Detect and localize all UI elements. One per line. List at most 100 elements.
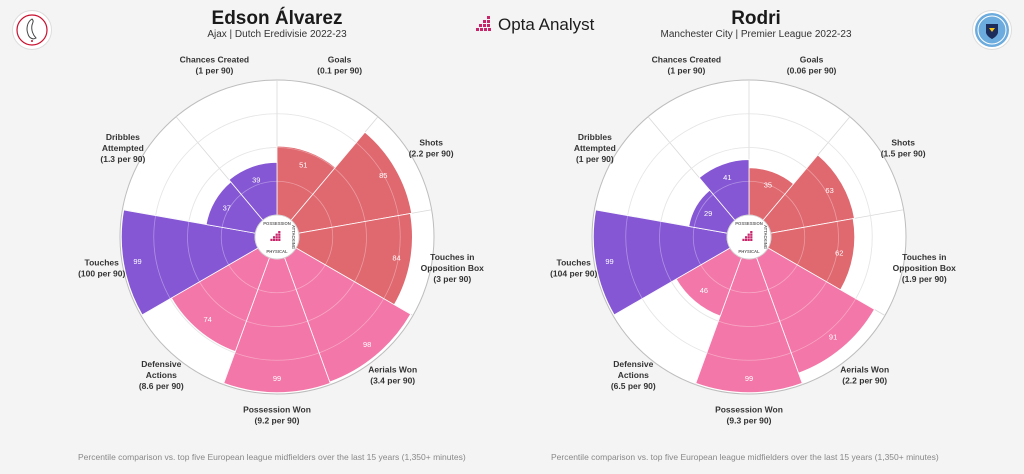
metric-label: Goals [328,55,352,65]
metric-label: Touches in [430,252,474,262]
metric-label: Possession Won [715,405,783,415]
slice-value-label: 39 [252,176,260,185]
center-logo-pixel [750,238,753,241]
metric-label: (9.3 per 90) [727,416,772,426]
radar-chart-rodri: 35 63 62 91 99 46 99 29 41 POSSESSIONATTACKINGPHY… [550,55,957,426]
metric-label: Attempted [102,143,144,153]
metric-label: Shots [419,138,443,148]
metric-label: (0.1 per 90) [317,66,362,76]
slice-value-label: 51 [299,160,307,169]
slice-value-label: 99 [133,257,141,266]
slice-value-label: 62 [835,248,843,257]
metric-label: Touches in [902,252,946,262]
metric-label: Goals [800,55,824,65]
metric-label: (6.5 per 90) [611,381,656,391]
slice-value-label: 91 [829,333,837,342]
radar-ring-overlay [692,180,806,294]
center-logo-pixel [273,238,276,241]
metric-label: Aerials Won [368,364,417,374]
center-logo-pixel [278,231,281,234]
center-badge-right-label: ATTACKING [763,225,768,249]
metric-label: Aerials Won [840,364,889,374]
radar-ring-overlay [659,147,839,327]
slice-value-label: 29 [704,209,712,218]
metric-label: (0.06 per 90) [787,66,837,76]
slice-value-label: 99 [745,374,753,383]
center-logo-pixel [278,238,281,241]
metric-label: Defensive [141,359,181,369]
metric-label: (3.4 per 90) [370,375,415,385]
center-logo-pixel [745,236,748,239]
center-logo-pixel [275,236,278,239]
metric-label: (1.9 per 90) [902,274,947,284]
slice-value-label: 41 [723,173,731,182]
metric-label: (8.6 per 90) [139,381,184,391]
metric-label: Dribbles [578,132,612,142]
center-logo-pixel [747,236,750,239]
center-badge-top-label: POSSESSION [735,221,762,226]
ajax-crest-icon [12,10,52,50]
player-panel-right: 35 63 62 91 99 46 99 29 41 POSSESSION ATTACKING PHY… [512,0,1024,474]
radar-ring-overlay [153,113,401,361]
metric-label: Dribbles [106,132,140,142]
opta-logo-icon [476,16,491,31]
metric-label: Chances Created [180,55,249,65]
footnote: Percentile comparison vs. top five Europ… [551,452,939,462]
metric-label: Actions [618,370,649,380]
metric-label: (1.3 per 90) [100,154,145,164]
player-name: Rodri [731,8,781,29]
center-badge-bottom-label: PHYSICAL [266,249,288,254]
slice-value-label: 35 [764,181,772,190]
player-panel-left: 51 85 84 98 99 74 99 37 39 POSSESSION ATTACKING PHY… [78,8,485,462]
footnote: Percentile comparison vs. top five Europ… [78,452,466,462]
center-badge-right-label: ATTACKING [291,225,296,249]
metric-label: Chances Created [652,55,721,65]
center-logo-pixel [750,231,753,234]
player-name: Edson Álvarez [211,8,343,29]
center-badge-top-label: POSSESSION [263,221,290,226]
metric-label: Defensive [613,359,653,369]
manchester-city-crest-icon [972,10,1012,50]
metric-label: (1 per 90) [668,66,706,76]
radar-ring-overlay [220,180,334,294]
center-logo-pixel [747,238,750,241]
metric-label: Shots [891,138,915,148]
metric-label: (1 per 90) [196,66,234,76]
center-logo-pixel [747,233,750,236]
slice-value-label: 74 [203,315,211,324]
slice-value-label: 99 [273,374,281,383]
metric-label: Opposition Box [893,263,957,273]
opta-analyst-logo: Opta Analyst [476,15,594,35]
brand-name: Opta Analyst [498,15,595,34]
metric-label: (9.2 per 90) [255,416,300,426]
metric-label: (1 per 90) [576,154,614,164]
center-logo-pixel [275,238,278,241]
metric-label: Touches [85,257,120,267]
center-logo-pixel [270,238,273,241]
metric-label: Touches [557,257,592,267]
slice-value-label: 46 [700,286,708,295]
center-logo-pixel [273,236,276,239]
radar-ring-overlay [187,147,367,327]
radar-chart-alvarez: 51 85 84 98 99 74 99 37 39 POSSESSIONATTACKINGPHY… [78,55,485,426]
center-badge-bottom-label: PHYSICAL [738,249,760,254]
slice-value-label: 99 [605,257,613,266]
metric-label: (2.2 per 90) [842,375,887,385]
slice-value-label: 37 [223,204,231,213]
center-logo-pixel [278,236,281,239]
metric-label: Actions [146,370,177,380]
slice-value-label: 98 [363,340,371,349]
center-logo-pixel [750,236,753,239]
metric-label: (100 per 90) [78,268,125,278]
metric-label: Attempted [574,143,616,153]
metric-label: (3 per 90) [433,274,471,284]
metric-label: Opposition Box [421,263,485,273]
slice-value-label: 85 [379,171,387,180]
center-logo-pixel [275,233,278,236]
metric-label: (1.5 per 90) [881,149,926,159]
slice-value-label: 84 [392,254,400,263]
center-logo-pixel [745,238,748,241]
center-logo-pixel [278,233,281,236]
slice-value-label: 63 [825,186,833,195]
center-logo-pixel [750,233,753,236]
